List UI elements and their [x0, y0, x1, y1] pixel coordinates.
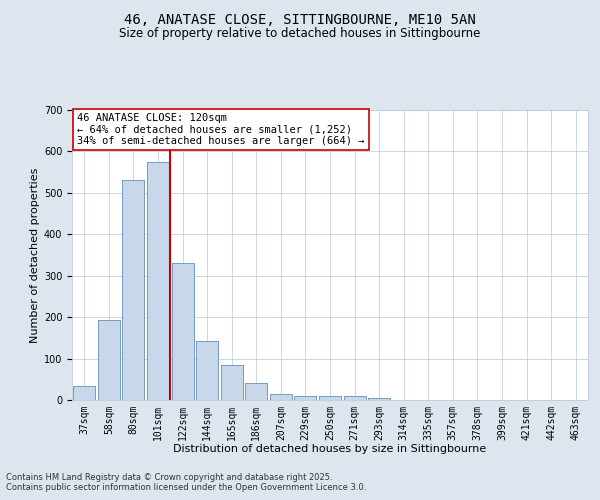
X-axis label: Distribution of detached houses by size in Sittingbourne: Distribution of detached houses by size …: [173, 444, 487, 454]
Text: Size of property relative to detached houses in Sittingbourne: Size of property relative to detached ho…: [119, 28, 481, 40]
Bar: [245, 384, 268, 400]
Text: 46, ANATASE CLOSE, SITTINGBOURNE, ME10 5AN: 46, ANATASE CLOSE, SITTINGBOURNE, ME10 5…: [124, 12, 476, 26]
Text: Contains public sector information licensed under the Open Government Licence 3.: Contains public sector information licen…: [6, 483, 367, 492]
Bar: [172, 264, 194, 400]
Bar: [98, 320, 120, 400]
Text: Contains HM Land Registry data © Crown copyright and database right 2025.: Contains HM Land Registry data © Crown c…: [6, 473, 332, 482]
Text: 46 ANATASE CLOSE: 120sqm
← 64% of detached houses are smaller (1,252)
34% of sem: 46 ANATASE CLOSE: 120sqm ← 64% of detach…: [77, 113, 365, 146]
Y-axis label: Number of detached properties: Number of detached properties: [29, 168, 40, 342]
Bar: [221, 365, 243, 400]
Bar: [196, 341, 218, 400]
Bar: [368, 398, 390, 400]
Bar: [344, 396, 365, 400]
Bar: [147, 162, 169, 400]
Bar: [295, 396, 316, 400]
Bar: [270, 394, 292, 400]
Bar: [122, 180, 145, 400]
Bar: [319, 396, 341, 400]
Bar: [73, 386, 95, 400]
